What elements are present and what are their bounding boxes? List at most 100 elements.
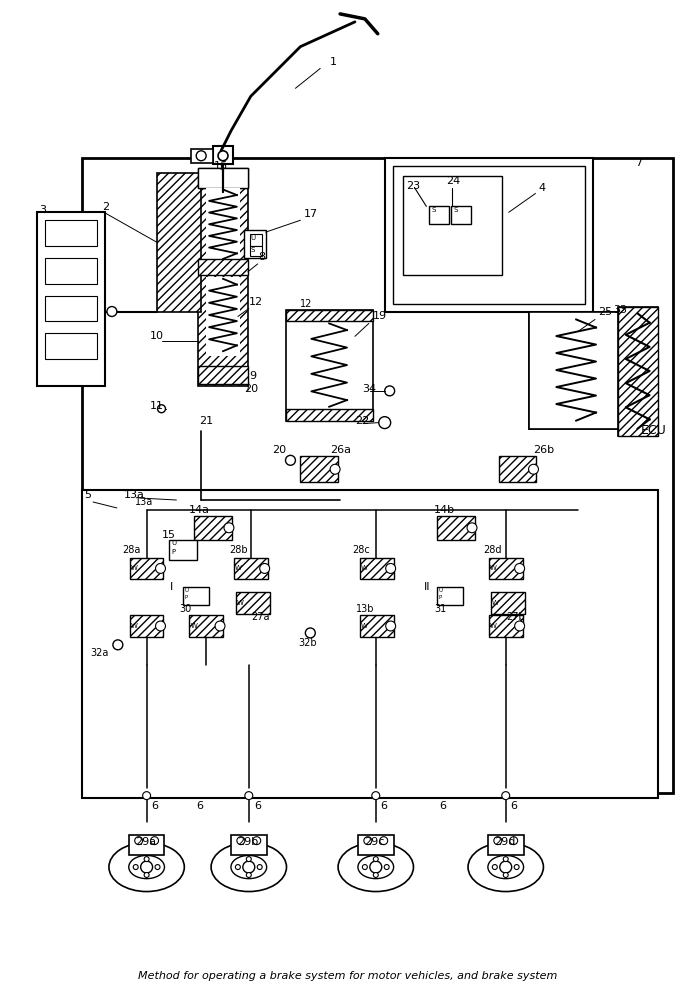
Text: 25: 25 — [598, 307, 612, 317]
Circle shape — [372, 792, 380, 800]
Circle shape — [246, 873, 251, 877]
Bar — [385, 158, 593, 312]
Bar — [499, 456, 537, 482]
Circle shape — [503, 857, 508, 862]
Bar — [45, 333, 97, 359]
Text: 19: 19 — [373, 311, 387, 321]
Text: 14b: 14b — [434, 505, 455, 515]
Circle shape — [113, 640, 122, 650]
Bar — [618, 307, 658, 436]
Bar — [618, 307, 658, 436]
Bar — [528, 312, 623, 429]
Bar — [437, 587, 463, 605]
Text: 29c: 29c — [364, 837, 384, 847]
Text: 15: 15 — [161, 530, 175, 540]
Circle shape — [243, 861, 255, 873]
Text: 6: 6 — [511, 801, 518, 811]
Bar — [157, 173, 201, 312]
Bar — [285, 310, 373, 421]
Bar — [189, 615, 223, 637]
Text: 13a: 13a — [135, 497, 153, 507]
Circle shape — [155, 865, 160, 870]
Circle shape — [155, 563, 166, 573]
Circle shape — [385, 386, 395, 396]
Text: 9: 9 — [248, 371, 256, 381]
Circle shape — [500, 861, 512, 873]
Bar — [45, 258, 97, 284]
Text: 17: 17 — [303, 209, 317, 219]
Bar — [231, 835, 267, 855]
Bar — [437, 516, 475, 540]
Text: 6: 6 — [381, 801, 388, 811]
Text: 7: 7 — [635, 158, 642, 168]
Circle shape — [306, 628, 315, 638]
Text: W: W — [235, 565, 242, 571]
Circle shape — [144, 873, 149, 877]
Bar — [301, 456, 338, 482]
Text: U: U — [251, 235, 256, 241]
Text: 14a: 14a — [189, 505, 210, 515]
Text: 32b: 32b — [299, 638, 317, 648]
Circle shape — [364, 837, 372, 845]
Circle shape — [260, 563, 269, 573]
Circle shape — [258, 865, 262, 870]
Text: 6: 6 — [254, 801, 261, 811]
Bar — [393, 166, 585, 304]
Text: 28c: 28c — [352, 545, 370, 555]
Circle shape — [386, 621, 395, 631]
Text: ECU: ECU — [640, 424, 666, 437]
Circle shape — [144, 857, 149, 862]
Text: 1: 1 — [330, 57, 337, 67]
Circle shape — [135, 837, 143, 845]
Circle shape — [373, 857, 378, 862]
Circle shape — [467, 523, 477, 533]
Circle shape — [514, 865, 519, 870]
Text: P: P — [171, 549, 175, 555]
Text: 6: 6 — [439, 801, 446, 811]
Bar — [250, 246, 262, 256]
Text: 27b: 27b — [507, 612, 525, 622]
Circle shape — [155, 621, 166, 631]
Circle shape — [141, 861, 152, 873]
Ellipse shape — [488, 855, 523, 879]
Text: 28b: 28b — [229, 545, 248, 555]
Ellipse shape — [211, 843, 287, 892]
Circle shape — [330, 464, 340, 474]
Bar — [194, 516, 232, 540]
Circle shape — [509, 837, 518, 845]
Text: 20: 20 — [273, 445, 287, 455]
Text: W: W — [361, 623, 367, 629]
Circle shape — [157, 405, 166, 413]
Circle shape — [245, 792, 253, 800]
Text: 32a: 32a — [90, 648, 109, 658]
Bar — [244, 230, 266, 258]
Text: 13a: 13a — [124, 490, 145, 500]
Circle shape — [502, 792, 509, 800]
Text: 22: 22 — [355, 416, 369, 426]
Ellipse shape — [338, 843, 413, 892]
Text: S: S — [432, 207, 436, 213]
Text: 20: 20 — [244, 384, 258, 394]
Text: 26b: 26b — [534, 445, 555, 455]
Ellipse shape — [468, 843, 544, 892]
Circle shape — [235, 865, 240, 870]
Bar — [402, 176, 502, 275]
Text: 12: 12 — [301, 299, 313, 309]
Text: W: W — [361, 565, 367, 571]
Ellipse shape — [129, 855, 164, 879]
Text: I: I — [169, 582, 173, 592]
Text: W: W — [190, 623, 197, 629]
Text: 3: 3 — [40, 205, 47, 215]
Circle shape — [492, 865, 498, 870]
Text: 33: 33 — [613, 305, 627, 315]
Circle shape — [384, 865, 389, 870]
Bar — [198, 188, 248, 386]
Bar — [488, 835, 523, 855]
Circle shape — [379, 417, 390, 429]
Bar — [38, 212, 105, 386]
Circle shape — [196, 151, 206, 161]
Text: S: S — [251, 247, 255, 253]
Text: W: W — [492, 600, 499, 606]
Text: II: II — [423, 582, 430, 592]
Circle shape — [503, 873, 508, 877]
